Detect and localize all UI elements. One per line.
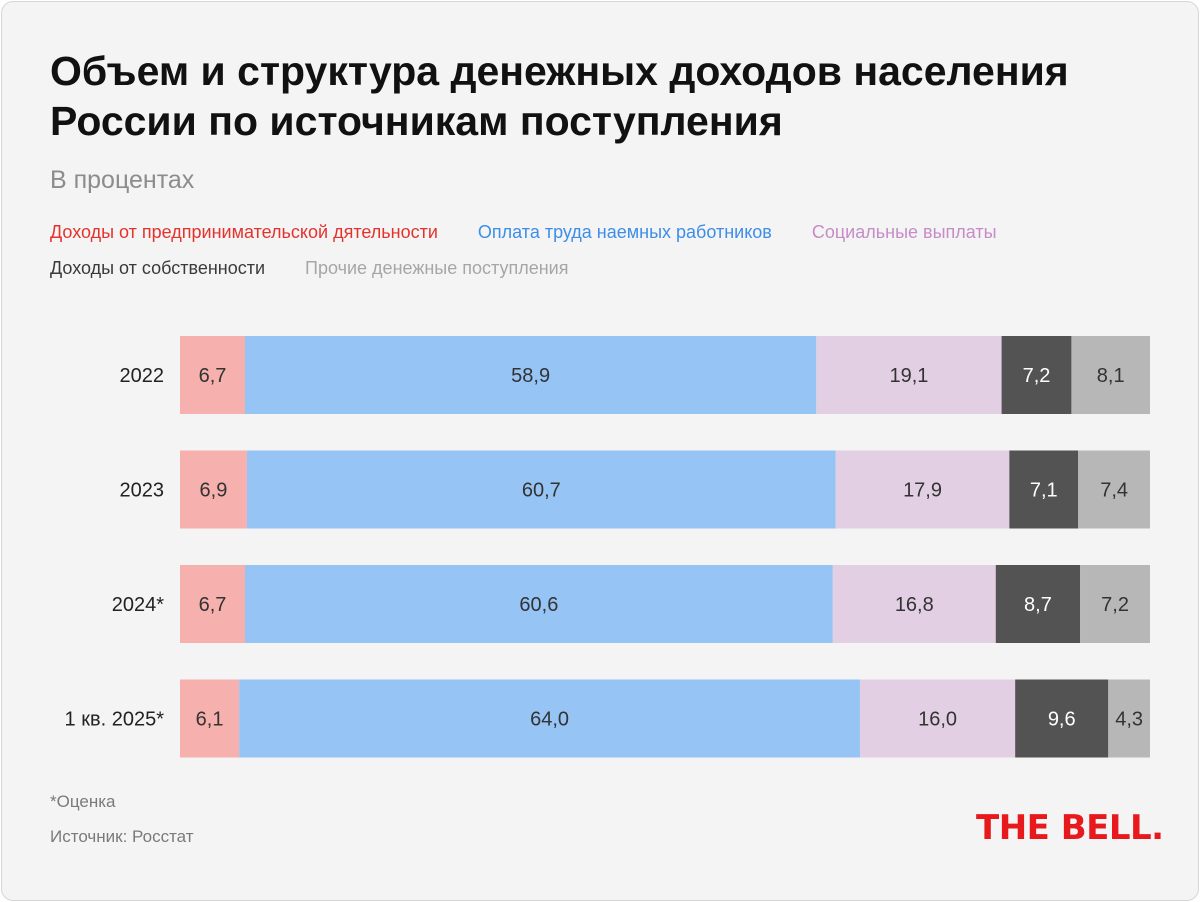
data-label: 4,3 <box>1115 709 1143 731</box>
data-label: 16,8 <box>895 594 934 616</box>
data-label: 7,2 <box>1023 365 1051 387</box>
data-label: 8,1 <box>1097 365 1125 387</box>
legend-item-5: Прочие денежные поступления <box>305 258 569 278</box>
the-bell-logo: THE BELL. <box>976 808 1164 848</box>
data-label: 6,7 <box>199 594 227 616</box>
data-label: 60,6 <box>519 594 558 616</box>
category-label: 2023 <box>120 480 165 502</box>
category-label: 2022 <box>120 365 165 387</box>
bar-segment <box>180 679 240 758</box>
bar-segment <box>995 565 1081 643</box>
data-label: 7,1 <box>1030 480 1058 502</box>
bar-segment <box>859 679 1016 758</box>
data-label: 19,1 <box>889 365 928 387</box>
bar-segment <box>180 336 245 414</box>
chart-legend: Доходы от предпринимательской дятельност… <box>50 220 1150 280</box>
bar-segment <box>1001 336 1072 414</box>
bar-segment <box>1071 336 1150 414</box>
bar-segment <box>180 565 245 643</box>
bar-segment <box>835 450 1010 529</box>
bar-segment <box>244 565 833 643</box>
bar-segment <box>244 336 817 414</box>
chart-subtitle: В процентах <box>50 166 195 194</box>
data-label: 64,0 <box>530 709 569 731</box>
bar-segment <box>1009 450 1079 529</box>
legend-item-4: Доходы от собственности <box>50 258 266 278</box>
stacked-bar-chart: 2022 6,7 58,9 19,1 7,2 8,1 2023 6,9 60,7 17,9 7,1 7… <box>65 336 1150 758</box>
data-label: 6,9 <box>200 480 228 502</box>
data-label: 60,7 <box>522 480 561 502</box>
legend-item-1: Доходы от предпринимательской дятельност… <box>50 222 438 242</box>
data-label: 9,6 <box>1048 709 1076 731</box>
bar-segment <box>816 336 1002 414</box>
bar-segment <box>832 565 996 643</box>
data-label: 7,4 <box>1100 480 1128 502</box>
data-label: 17,9 <box>903 480 942 502</box>
bar-segment <box>1078 450 1150 529</box>
chart-title: Объем и структура денежных доходов насел… <box>50 48 1069 144</box>
bar-segment <box>246 450 836 529</box>
data-label: 6,7 <box>199 365 227 387</box>
data-label: 16,0 <box>918 709 957 731</box>
bar-segment <box>180 450 247 529</box>
bar-segment <box>1015 679 1109 758</box>
legend-item-2: Оплата труда наемных работников <box>477 222 772 242</box>
data-label: 8,7 <box>1024 594 1052 616</box>
category-label: 2024* <box>112 594 164 616</box>
data-label: 6,1 <box>196 709 224 731</box>
bar-segment <box>239 679 860 758</box>
data-label: 7,2 <box>1101 594 1129 616</box>
bar-segment <box>1080 565 1150 643</box>
bar-segment <box>1108 679 1150 758</box>
category-label: 1 кв. 2025* <box>65 709 165 731</box>
legend-item-3: Социальные выплаты <box>811 222 997 242</box>
footnote: *Оценка <box>50 792 116 811</box>
source-note: Источник: Росстат <box>50 827 194 846</box>
data-label: 58,9 <box>511 365 550 387</box>
